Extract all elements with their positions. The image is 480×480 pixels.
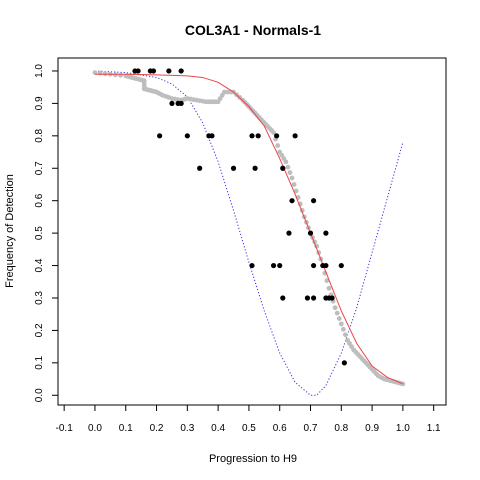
y-tick-label: 0.4 (34, 258, 45, 272)
observed-point (304, 295, 311, 301)
observed-point (249, 262, 255, 269)
observed-point (252, 165, 258, 171)
observed-point (135, 68, 141, 74)
x-axis: -0.1 0.0 0.1 0.2 0.3 0.4 0.5 0.6 0.7 0.8 0.9 1.0 1.1 (56, 405, 441, 434)
observed-point (157, 133, 163, 139)
x-tick-label: 0.4 (211, 423, 225, 434)
observed-point (270, 262, 277, 269)
chart-title: COL3A1 - Normals-1 (185, 22, 321, 38)
observed-point (338, 262, 344, 269)
observed-point (310, 198, 317, 204)
y-tick-label: 0.5 (34, 226, 45, 240)
fitted-curve-line (94, 73, 404, 385)
x-tick-label: 1.0 (396, 423, 410, 434)
observed-point (280, 295, 286, 301)
x-tick-label: 1.1 (427, 423, 441, 434)
y-tick-label: 1.0 (34, 64, 45, 78)
x-tick-label: 0.7 (304, 423, 318, 434)
x-tick-label: 0.3 (180, 423, 194, 434)
x-axis-label: Progression to H9 (209, 453, 297, 465)
y-tick-label: 0.0 (34, 388, 45, 402)
smoothed-point (285, 164, 291, 170)
smoothed-point (326, 285, 332, 291)
observed-point (184, 133, 190, 139)
x-tick-label: 0.5 (242, 423, 256, 434)
smoothed-point (336, 316, 342, 321)
y-tick-label: 0.8 (34, 128, 45, 142)
smoothed-point (324, 278, 330, 284)
smoothed-point (102, 71, 108, 77)
smoothed-point (283, 159, 289, 165)
observed-point (178, 68, 184, 74)
observed-point (280, 165, 286, 171)
observed-point (274, 133, 280, 139)
observed-point (310, 295, 317, 301)
observed-point (323, 230, 329, 236)
observed-point (292, 133, 298, 139)
smoothed-point (287, 170, 293, 175)
smoothed-point (334, 310, 340, 316)
smoothed-point (275, 143, 281, 148)
y-axis: 0.0 0.1 0.2 0.3 0.4 0.5 0.6 0.7 0.8 0.9 1.0 (34, 64, 58, 402)
observed-point (150, 68, 157, 74)
x-tick-label: 0.9 (365, 423, 379, 434)
smoothed-point (289, 175, 295, 181)
observed-point (307, 230, 314, 236)
y-tick-label: 0.7 (34, 161, 45, 175)
smoothed-point (97, 70, 103, 76)
observed-point (323, 262, 329, 269)
observed-point (166, 68, 172, 74)
smoothed-point (271, 130, 276, 135)
y-tick-label: 0.1 (34, 355, 45, 369)
smoothed-point (338, 321, 344, 327)
observed-point (329, 295, 335, 301)
observed-point (289, 198, 295, 204)
smoothed-point (293, 188, 299, 194)
smoothed-point (291, 182, 297, 187)
observed-point (230, 165, 237, 171)
y-tick-label: 0.9 (34, 96, 45, 110)
x-tick-label: 0.2 (150, 423, 164, 434)
y-axis-label: Frequency of Detection (4, 174, 16, 288)
x-tick-label: 0.6 (273, 423, 287, 434)
smoothed-point (340, 326, 346, 332)
observed-point (255, 133, 261, 139)
observed-point (197, 165, 203, 171)
observed-point (178, 100, 184, 107)
observed-point (310, 262, 317, 269)
observed-point (286, 230, 292, 236)
smoothed-point (118, 72, 124, 78)
x-tick-label: 0.8 (334, 423, 348, 434)
observed-points-series (132, 68, 347, 366)
observed-point (209, 133, 215, 139)
fitted-curve-series (94, 73, 404, 385)
x-tick-label: 0.1 (119, 423, 133, 434)
observed-point (341, 360, 347, 366)
x-tick-label: -0.1 (56, 423, 74, 434)
reference-curve-series (94, 70, 404, 396)
y-tick-label: 0.3 (34, 291, 45, 305)
observed-point (277, 262, 283, 269)
y-tick-label: 0.6 (34, 193, 45, 207)
x-tick-label: 0.0 (88, 423, 102, 434)
observed-point (249, 133, 255, 139)
reference-curve-line (94, 70, 404, 396)
smoothed-point (343, 332, 348, 338)
observed-point (169, 100, 175, 107)
y-tick-label: 0.2 (34, 323, 45, 337)
smoothed-points-series (92, 70, 406, 387)
smoothed-point (113, 72, 118, 78)
plot-frame (57, 57, 447, 406)
smoothed-point (332, 305, 338, 311)
